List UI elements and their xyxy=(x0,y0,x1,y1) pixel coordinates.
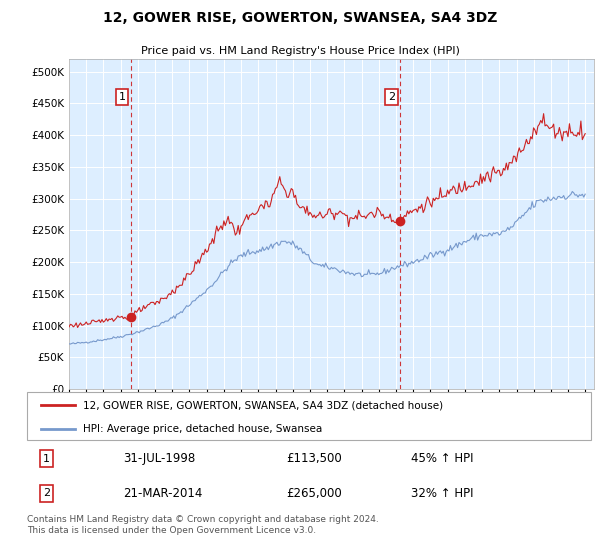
Text: 1: 1 xyxy=(43,454,50,464)
Text: 2: 2 xyxy=(388,92,395,102)
Text: £265,000: £265,000 xyxy=(286,487,342,500)
Text: 2: 2 xyxy=(43,488,50,498)
Text: 32% ↑ HPI: 32% ↑ HPI xyxy=(410,487,473,500)
Text: 21-MAR-2014: 21-MAR-2014 xyxy=(123,487,202,500)
FancyBboxPatch shape xyxy=(27,392,591,440)
Text: 12, GOWER RISE, GOWERTON, SWANSEA, SA4 3DZ: 12, GOWER RISE, GOWERTON, SWANSEA, SA4 3… xyxy=(103,11,497,25)
Text: Price paid vs. HM Land Registry's House Price Index (HPI): Price paid vs. HM Land Registry's House … xyxy=(140,46,460,56)
Text: 31-JUL-1998: 31-JUL-1998 xyxy=(123,452,195,465)
Text: HPI: Average price, detached house, Swansea: HPI: Average price, detached house, Swan… xyxy=(83,424,323,434)
Text: Contains HM Land Registry data © Crown copyright and database right 2024.
This d: Contains HM Land Registry data © Crown c… xyxy=(27,515,379,535)
Text: £113,500: £113,500 xyxy=(286,452,342,465)
Text: 12, GOWER RISE, GOWERTON, SWANSEA, SA4 3DZ (detached house): 12, GOWER RISE, GOWERTON, SWANSEA, SA4 3… xyxy=(83,400,443,410)
Text: 45% ↑ HPI: 45% ↑ HPI xyxy=(410,452,473,465)
Text: 1: 1 xyxy=(119,92,125,102)
